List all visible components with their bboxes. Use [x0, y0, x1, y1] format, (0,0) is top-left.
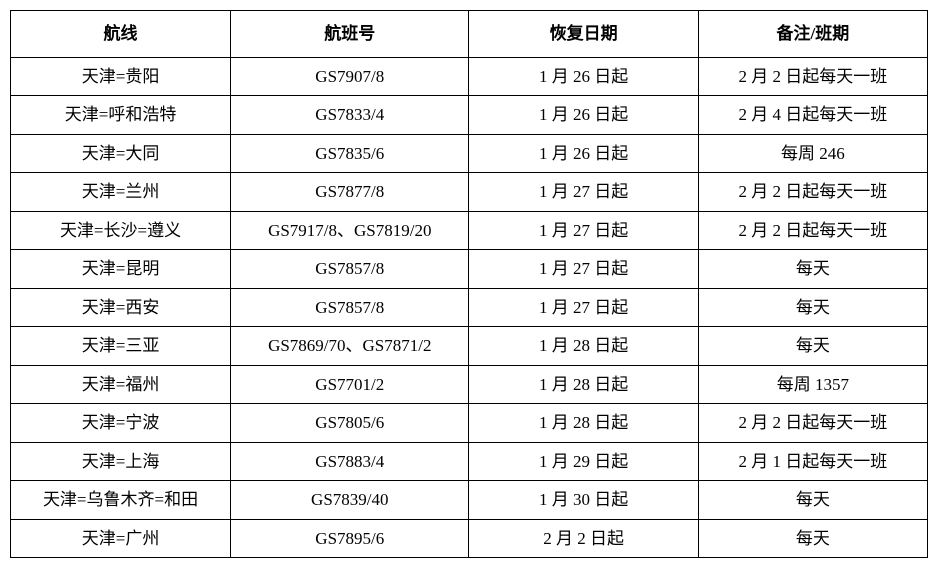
table-cell: 1 月 27 日起	[469, 173, 698, 212]
table-cell: 每周 246	[698, 134, 927, 173]
table-cell: 每天	[698, 481, 927, 520]
table-header: 航线 航班号 恢复日期 备注/班期	[11, 11, 928, 58]
table-row: 天津=昆明GS7857/81 月 27 日起每天	[11, 250, 928, 289]
table-cell: GS7907/8	[231, 57, 469, 96]
table-cell: GS7917/8、GS7819/20	[231, 211, 469, 250]
table-cell: 天津=广州	[11, 519, 231, 558]
table-cell: GS7883/4	[231, 442, 469, 481]
column-header-remarks: 备注/班期	[698, 11, 927, 58]
table-row: 天津=宁波GS7805/61 月 28 日起2 月 2 日起每天一班	[11, 404, 928, 443]
column-header-route: 航线	[11, 11, 231, 58]
table-cell: GS7701/2	[231, 365, 469, 404]
table-cell: GS7835/6	[231, 134, 469, 173]
table-cell: 每天	[698, 519, 927, 558]
table-cell: 天津=大同	[11, 134, 231, 173]
table-cell: 天津=昆明	[11, 250, 231, 289]
table-cell: 天津=呼和浩特	[11, 96, 231, 135]
table-cell: 天津=贵阳	[11, 57, 231, 96]
table-row: 天津=广州GS7895/62 月 2 日起每天	[11, 519, 928, 558]
table-header-row: 航线 航班号 恢复日期 备注/班期	[11, 11, 928, 58]
table-cell: 2 月 2 日起每天一班	[698, 404, 927, 443]
table-cell: GS7805/6	[231, 404, 469, 443]
column-header-flight-number: 航班号	[231, 11, 469, 58]
table-cell: 天津=上海	[11, 442, 231, 481]
table-cell: GS7895/6	[231, 519, 469, 558]
table-cell: 2 月 2 日起	[469, 519, 698, 558]
table-cell: 每天	[698, 250, 927, 289]
table-cell: 1 月 30 日起	[469, 481, 698, 520]
table-row: 天津=呼和浩特GS7833/41 月 26 日起2 月 4 日起每天一班	[11, 96, 928, 135]
table-cell: 1 月 27 日起	[469, 288, 698, 327]
table-cell: 1 月 28 日起	[469, 404, 698, 443]
table-cell: 天津=福州	[11, 365, 231, 404]
table-cell: GS7857/8	[231, 250, 469, 289]
table-cell: GS7869/70、GS7871/2	[231, 327, 469, 366]
table-row: 天津=乌鲁木齐=和田GS7839/401 月 30 日起每天	[11, 481, 928, 520]
table-cell: 2 月 2 日起每天一班	[698, 57, 927, 96]
table-row: 天津=上海GS7883/41 月 29 日起2 月 1 日起每天一班	[11, 442, 928, 481]
column-header-resume-date: 恢复日期	[469, 11, 698, 58]
table-row: 天津=西安GS7857/81 月 27 日起每天	[11, 288, 928, 327]
table-cell: 1 月 26 日起	[469, 96, 698, 135]
table-cell: 每天	[698, 327, 927, 366]
table-row: 天津=福州GS7701/21 月 28 日起每周 1357	[11, 365, 928, 404]
table-cell: 每周 1357	[698, 365, 927, 404]
table-cell: GS7833/4	[231, 96, 469, 135]
table-cell: 1 月 29 日起	[469, 442, 698, 481]
table-cell: 天津=兰州	[11, 173, 231, 212]
table-cell: 1 月 26 日起	[469, 134, 698, 173]
table-cell: 1 月 28 日起	[469, 327, 698, 366]
table-cell: GS7857/8	[231, 288, 469, 327]
table-row: 天津=大同GS7835/61 月 26 日起每周 246	[11, 134, 928, 173]
table-cell: 2 月 2 日起每天一班	[698, 211, 927, 250]
table-row: 天津=兰州GS7877/81 月 27 日起2 月 2 日起每天一班	[11, 173, 928, 212]
table-cell: 天津=乌鲁木齐=和田	[11, 481, 231, 520]
table-cell: 1 月 27 日起	[469, 250, 698, 289]
flight-schedule-table: 航线 航班号 恢复日期 备注/班期 天津=贵阳GS7907/81 月 26 日起…	[10, 10, 928, 558]
table-row: 天津=贵阳GS7907/81 月 26 日起2 月 2 日起每天一班	[11, 57, 928, 96]
table-cell: GS7839/40	[231, 481, 469, 520]
table-cell: 2 月 1 日起每天一班	[698, 442, 927, 481]
table-cell: 天津=西安	[11, 288, 231, 327]
table-cell: 1 月 27 日起	[469, 211, 698, 250]
table-cell: 天津=三亚	[11, 327, 231, 366]
table-cell: 2 月 2 日起每天一班	[698, 173, 927, 212]
table-row: 天津=三亚GS7869/70、GS7871/21 月 28 日起每天	[11, 327, 928, 366]
table-cell: 1 月 28 日起	[469, 365, 698, 404]
table-row: 天津=长沙=遵义GS7917/8、GS7819/201 月 27 日起2 月 2…	[11, 211, 928, 250]
table-cell: GS7877/8	[231, 173, 469, 212]
table-cell: 2 月 4 日起每天一班	[698, 96, 927, 135]
table-cell: 每天	[698, 288, 927, 327]
table-body: 天津=贵阳GS7907/81 月 26 日起2 月 2 日起每天一班天津=呼和浩…	[11, 57, 928, 558]
table-cell: 1 月 26 日起	[469, 57, 698, 96]
table-cell: 天津=宁波	[11, 404, 231, 443]
table-cell: 天津=长沙=遵义	[11, 211, 231, 250]
